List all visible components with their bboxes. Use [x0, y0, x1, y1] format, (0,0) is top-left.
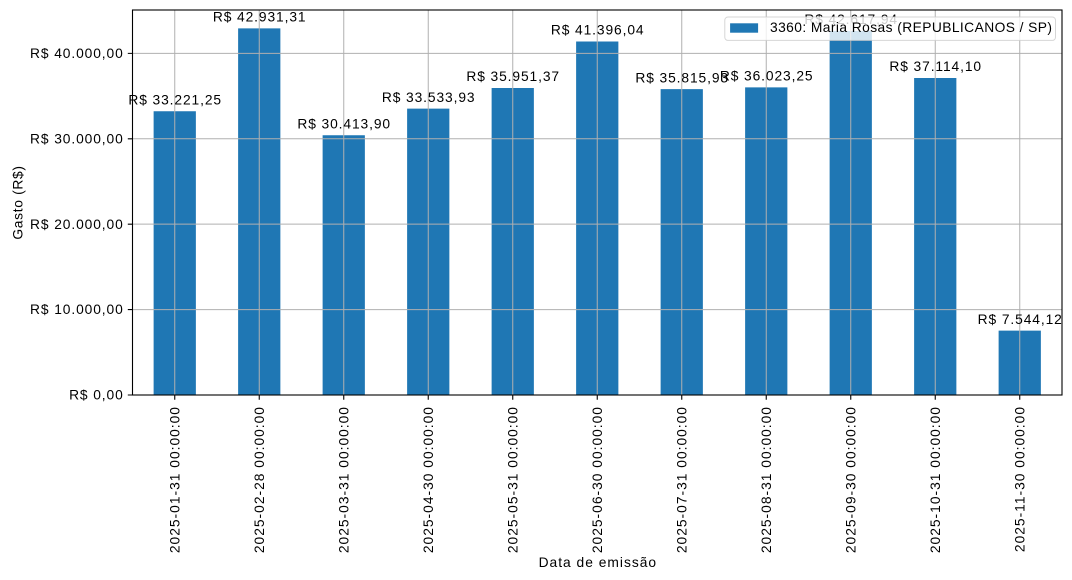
svg-text:R$ 33.221,25: R$ 33.221,25	[128, 92, 222, 107]
svg-text:R$ 0,00: R$ 0,00	[69, 388, 124, 403]
svg-text:2025-11-30 00:00:00: 2025-11-30 00:00:00	[1012, 406, 1027, 552]
svg-text:R$ 20.000,00: R$ 20.000,00	[30, 217, 124, 232]
svg-text:2025-03-31 00:00:00: 2025-03-31 00:00:00	[336, 406, 351, 553]
svg-text:Gasto (R$): Gasto (R$)	[11, 165, 26, 239]
svg-text:R$ 10.000,00: R$ 10.000,00	[30, 302, 124, 317]
svg-text:2025-01-31 00:00:00: 2025-01-31 00:00:00	[167, 406, 182, 553]
svg-text:R$ 35.815,93: R$ 35.815,93	[635, 70, 729, 85]
svg-text:2025-02-28 00:00:00: 2025-02-28 00:00:00	[252, 406, 267, 553]
svg-text:2025-04-30 00:00:00: 2025-04-30 00:00:00	[421, 406, 436, 553]
svg-text:R$ 35.951,37: R$ 35.951,37	[466, 69, 560, 84]
svg-text:3360: Maria Rosas (REPUBLICANO: 3360: Maria Rosas (REPUBLICANOS / SP)	[770, 20, 1052, 35]
svg-text:Data de emissão: Data de emissão	[539, 555, 658, 570]
svg-text:R$ 30.000,00: R$ 30.000,00	[30, 131, 124, 146]
svg-text:R$ 42.931,31: R$ 42.931,31	[213, 10, 307, 25]
svg-text:2025-06-30 00:00:00: 2025-06-30 00:00:00	[590, 406, 605, 553]
svg-text:R$ 36.023,25: R$ 36.023,25	[720, 69, 814, 84]
svg-text:2025-05-31 00:00:00: 2025-05-31 00:00:00	[505, 406, 520, 553]
svg-text:R$ 7.544,12: R$ 7.544,12	[978, 312, 1063, 327]
svg-text:2025-10-31 00:00:00: 2025-10-31 00:00:00	[928, 406, 943, 553]
svg-text:2025-09-30 00:00:00: 2025-09-30 00:00:00	[843, 406, 858, 553]
svg-text:R$ 37.114,10: R$ 37.114,10	[889, 59, 982, 74]
svg-text:R$ 33.533,93: R$ 33.533,93	[382, 90, 476, 105]
svg-text:R$ 41.396,04: R$ 41.396,04	[551, 23, 645, 38]
svg-text:R$ 30.413,90: R$ 30.413,90	[297, 116, 391, 131]
svg-text:2025-08-31 00:00:00: 2025-08-31 00:00:00	[759, 406, 774, 553]
svg-text:R$ 40.000,00: R$ 40.000,00	[30, 46, 124, 61]
svg-text:2025-07-31 00:00:00: 2025-07-31 00:00:00	[674, 406, 689, 553]
